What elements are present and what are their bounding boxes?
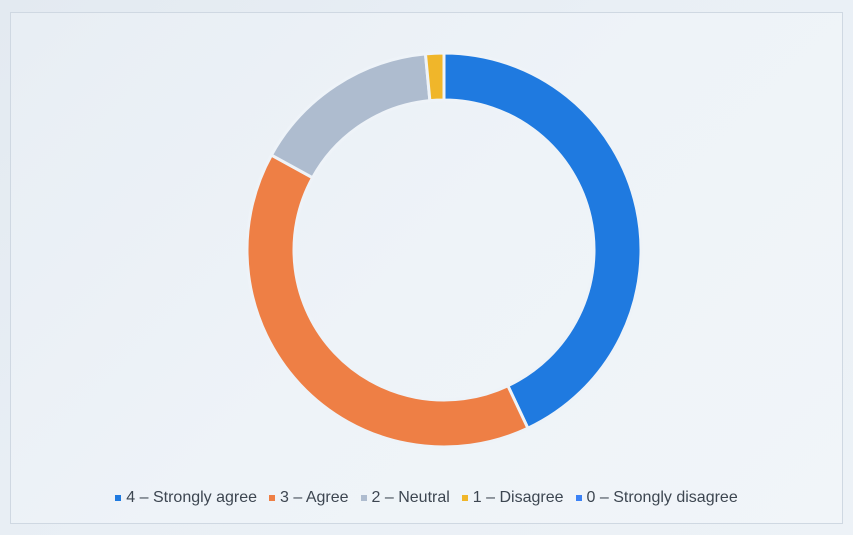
legend-label-0: 4 – Strongly agree (126, 489, 258, 506)
legend-item-0: 4 – Strongly agree (115, 489, 257, 507)
legend-label-2: 2 – Neutral (371, 489, 450, 506)
legend-label-4: 0 – Strongly disagree (586, 489, 738, 506)
legend-swatch-2 (360, 495, 367, 501)
legend-item-2: 2 – Neutral (360, 489, 450, 507)
legend-label-3: 1 – Disagree (472, 489, 564, 506)
legend-item-3: 1 – Disagree (461, 489, 564, 507)
donut-slice-2 (269, 52, 432, 180)
legend-swatch-0 (115, 495, 122, 501)
legend-swatch-4 (575, 495, 582, 501)
chart-legend: 4 – Strongly agree 3 – Agree 2 – Neutral 1 … (0, 489, 853, 507)
legend-item-1: 3 – Agree (269, 489, 349, 507)
donut-slice-0 (442, 51, 643, 431)
legend-item-4: 0 – Strongly disagree (575, 489, 738, 507)
donut-slice-1 (245, 153, 530, 449)
donut-slice-3 (423, 51, 446, 103)
legend-swatch-1 (269, 495, 276, 501)
legend-label-1: 3 – Agree (280, 489, 349, 506)
legend-swatch-3 (461, 495, 468, 501)
